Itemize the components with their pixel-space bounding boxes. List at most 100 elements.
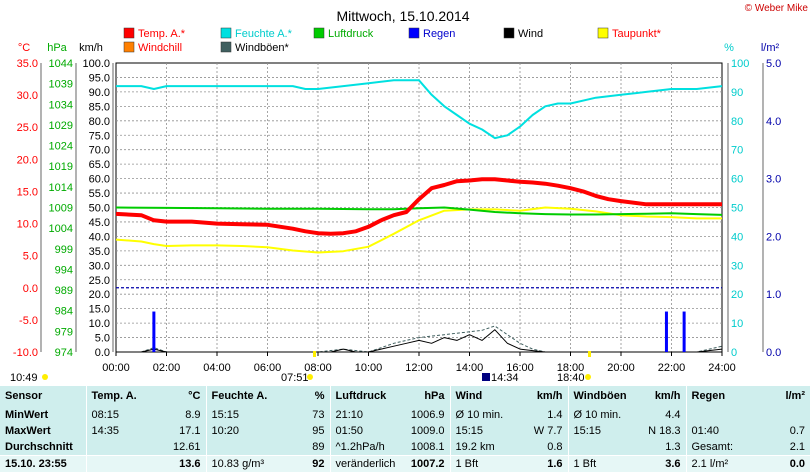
header-pressure-unit: hPa bbox=[400, 386, 450, 407]
legend-swatch bbox=[221, 42, 231, 52]
x-tick-label: 20:00 bbox=[607, 362, 635, 374]
chart-title: Mittwoch, 15.10.2014 bbox=[336, 8, 469, 24]
y-tick-label: 10.0 bbox=[89, 318, 110, 330]
axis-title-humidity: % bbox=[724, 42, 734, 54]
sunrise-marker bbox=[313, 351, 316, 357]
y-tick-label: 30.0 bbox=[89, 260, 110, 272]
legend-swatch bbox=[598, 28, 608, 38]
y-tick-label: 35.0 bbox=[17, 58, 38, 70]
y-tick-label: 60.0 bbox=[89, 174, 110, 186]
x-tick-label: 22:00 bbox=[658, 362, 686, 374]
gust-value: 1.3 bbox=[630, 439, 686, 456]
sun-icon bbox=[42, 374, 48, 380]
rain-value: 0.0 bbox=[756, 456, 810, 472]
humidity-value: 73 bbox=[268, 407, 330, 423]
x-tick-label: 02:00 bbox=[153, 362, 181, 374]
y-tick-label: 95.0 bbox=[89, 72, 110, 84]
y-tick-label: 45.0 bbox=[89, 217, 110, 229]
header-pressure: Luftdruck bbox=[330, 386, 400, 407]
humidity-time bbox=[206, 439, 268, 456]
copyright-text: © Weber Mike bbox=[745, 3, 809, 14]
temp-value: 13.6 bbox=[138, 456, 206, 472]
y-tick-label: 1004 bbox=[49, 223, 73, 235]
axis-title-temp: °C bbox=[18, 42, 30, 54]
y-tick-label: 1014 bbox=[49, 182, 73, 194]
legend-label: Taupunkt* bbox=[612, 28, 662, 40]
header-rain-unit: l/m² bbox=[756, 386, 810, 407]
header-humidity: Feuchte A. bbox=[206, 386, 268, 407]
sunset-marker bbox=[588, 351, 591, 357]
humidity-time: 15:15 bbox=[206, 407, 268, 423]
y-tick-label: 30 bbox=[731, 260, 743, 272]
header-wind: Wind bbox=[450, 386, 512, 407]
y-tick-label: -5.0 bbox=[19, 315, 38, 327]
wind-value: W 7.7 bbox=[512, 423, 568, 439]
temp-value: 8.9 bbox=[138, 407, 206, 423]
y-tick-label: -10.0 bbox=[13, 347, 38, 359]
y-tick-label: 35.0 bbox=[89, 246, 110, 258]
y-tick-label: 5.0 bbox=[95, 333, 110, 345]
gust-value: 4.4 bbox=[630, 407, 686, 423]
temp-time: 14:35 bbox=[86, 423, 138, 439]
y-tick-label: 979 bbox=[55, 326, 73, 338]
stats-row-current: 15.10. 23:55 13.6 10.83 g/m³ 92 veränder… bbox=[0, 456, 810, 472]
humidity-value: 89 bbox=[268, 439, 330, 456]
pressure-time: veränderlich bbox=[330, 456, 400, 472]
y-tick-label: 989 bbox=[55, 285, 73, 297]
wind-desc: 15:15 bbox=[450, 423, 512, 439]
y-tick-label: 0.0 bbox=[95, 347, 110, 359]
y-tick-label: 994 bbox=[55, 264, 73, 276]
legend-label: Windchill bbox=[138, 42, 182, 54]
moon-icon bbox=[482, 373, 490, 381]
legend-label: Windböen* bbox=[235, 42, 290, 54]
axis-title-rain: l/m² bbox=[761, 42, 780, 54]
rain-bar bbox=[152, 312, 155, 352]
header-gusts: Windböen bbox=[568, 386, 630, 407]
time-mark-left: 10:49 bbox=[10, 372, 38, 384]
pressure-value: 1009.0 bbox=[400, 423, 450, 439]
y-tick-label: 1024 bbox=[49, 141, 73, 153]
legend-swatch bbox=[504, 28, 514, 38]
rain-desc: 01:40 bbox=[686, 423, 756, 439]
weather-chart: Mittwoch, 15.10.2014 © Weber Mike Temp. … bbox=[0, 0, 810, 386]
y-tick-label: 0.0 bbox=[766, 347, 781, 359]
y-tick-label: 25.0 bbox=[17, 122, 38, 134]
x-tick-label: 12:00 bbox=[405, 362, 433, 374]
y-tick-label: 15.0 bbox=[17, 186, 38, 198]
wind-desc: 1 Bft bbox=[450, 456, 512, 472]
axis-title-pressure: hPa bbox=[47, 42, 67, 54]
header-wind-unit: km/h bbox=[512, 386, 568, 407]
legend-swatch bbox=[124, 28, 134, 38]
y-tick-label: 10 bbox=[731, 318, 743, 330]
gust-desc: Ø 10 min. bbox=[568, 407, 630, 423]
x-tick-label: 10:00 bbox=[355, 362, 383, 374]
wind-desc: Ø 10 min. bbox=[450, 407, 512, 423]
legend-swatch bbox=[314, 28, 324, 38]
wind-value: 1.4 bbox=[512, 407, 568, 423]
row-label: Durchschnitt bbox=[0, 439, 86, 456]
y-tick-label: 0.0 bbox=[23, 283, 38, 295]
y-tick-label: 5.0 bbox=[766, 58, 781, 70]
y-tick-label: 1044 bbox=[49, 58, 73, 70]
y-tick-label: 85.0 bbox=[89, 101, 110, 113]
axis-title-wind: km/h bbox=[79, 42, 103, 54]
y-tick-label: 60 bbox=[731, 174, 743, 186]
humidity-value: 95 bbox=[268, 423, 330, 439]
sun-icon bbox=[585, 374, 591, 380]
y-tick-label: 25.0 bbox=[89, 275, 110, 287]
x-tick-label: 06:00 bbox=[254, 362, 282, 374]
rain-bar bbox=[665, 312, 668, 352]
y-tick-label: 2.0 bbox=[766, 231, 781, 243]
gust-value: 3.6 bbox=[630, 456, 686, 472]
y-tick-label: 984 bbox=[55, 306, 73, 318]
rain-value: 0.7 bbox=[756, 423, 810, 439]
row-label: MinWert bbox=[0, 407, 86, 423]
y-tick-label: 30.0 bbox=[17, 90, 38, 102]
y-tick-label: 55.0 bbox=[89, 188, 110, 200]
wind-value: 0.8 bbox=[512, 439, 568, 456]
header-temp-unit: °C bbox=[138, 386, 206, 407]
legend-label: Feuchte A.* bbox=[235, 28, 293, 40]
header-rain: Regen bbox=[686, 386, 756, 407]
pressure-value: 1006.9 bbox=[400, 407, 450, 423]
